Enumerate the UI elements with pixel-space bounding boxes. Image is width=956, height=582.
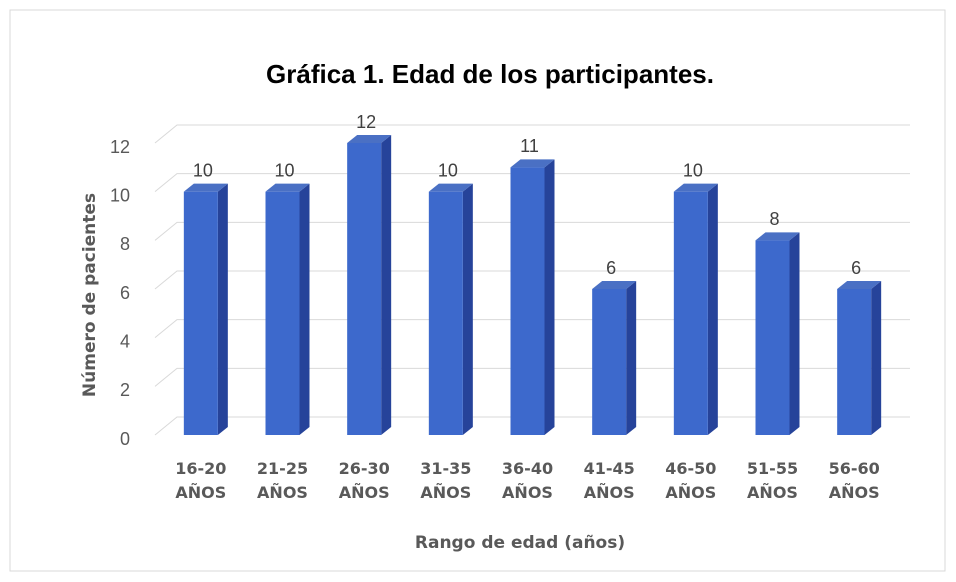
value-label: 10 [438, 160, 458, 180]
value-label: 6 [851, 258, 861, 278]
bar-side [217, 183, 228, 435]
value-label: 11 [520, 136, 539, 156]
y-axis-title: Número de pacientes [80, 193, 100, 397]
bar-side [789, 232, 800, 435]
bar [347, 135, 392, 435]
y-tick-label: 2 [120, 380, 130, 400]
bar-top [428, 183, 473, 192]
y-tick-label: 10 [110, 185, 130, 205]
bar [510, 159, 555, 436]
bar-top [183, 183, 228, 192]
bar-front [183, 191, 218, 435]
bar-side [381, 135, 392, 435]
bar-side [462, 183, 473, 435]
x-tick-label: 56-60 AÑOS [828, 459, 880, 502]
bar-top [673, 183, 718, 192]
bar-front [428, 191, 463, 435]
grid-line [154, 124, 910, 144]
x-tick-label: 46-50 AÑOS [665, 459, 717, 502]
chart-title: Gráfica 1. Edad de los participantes. [266, 59, 714, 89]
bar-top [510, 159, 555, 168]
y-tick-label: 0 [120, 429, 130, 449]
grid-line [154, 173, 910, 193]
bar [592, 281, 637, 435]
bar-top [265, 183, 310, 192]
bar [837, 281, 882, 435]
x-tick-label: 51-55 AÑOS [746, 459, 799, 502]
bar-side [299, 183, 310, 435]
x-tick-label: 21-25 AÑOS [256, 459, 309, 502]
x-axis-title: Rango de edad (años) [415, 533, 625, 553]
bar-side [707, 183, 718, 435]
value-label: 10 [683, 160, 703, 180]
value-label: 10 [193, 160, 213, 180]
bar [265, 183, 310, 435]
bar-front [510, 167, 545, 436]
value-label: 8 [769, 209, 779, 229]
x-tick-label: 16-20 AÑOS [175, 459, 227, 502]
x-tick-label: 41-45 AÑOS [583, 459, 635, 502]
grid-line [154, 270, 910, 290]
x-tick-label: 26-30 AÑOS [338, 459, 390, 502]
y-tick-label: 6 [120, 283, 130, 303]
bar-top [837, 281, 882, 289]
bar-front [347, 143, 382, 435]
value-label: 6 [606, 258, 616, 278]
bar [428, 183, 473, 435]
grid-line [154, 319, 910, 339]
bar-top [755, 232, 800, 241]
bar [673, 183, 718, 435]
bar-front [673, 191, 708, 435]
bar-front [755, 240, 790, 435]
y-tick-label: 12 [110, 137, 130, 157]
bar-side [871, 281, 882, 435]
x-tick-label: 31-35 AÑOS [420, 459, 472, 502]
bar [183, 183, 228, 435]
bar-top [347, 135, 392, 143]
grid-line [154, 416, 910, 436]
bar-front [592, 289, 627, 435]
bar-side [544, 159, 555, 436]
value-label: 12 [356, 112, 376, 132]
grid-line [154, 221, 910, 241]
bar-front [837, 289, 872, 435]
y-tick-label: 4 [120, 331, 130, 351]
x-tick-label: 36-40 AÑOS [501, 459, 554, 502]
bar-front [265, 191, 300, 435]
y-tick-label: 8 [120, 234, 130, 254]
value-label: 10 [274, 160, 294, 180]
grid-line [154, 367, 910, 387]
bar-side [626, 281, 637, 435]
bar-top [592, 281, 637, 289]
bar [755, 232, 800, 435]
